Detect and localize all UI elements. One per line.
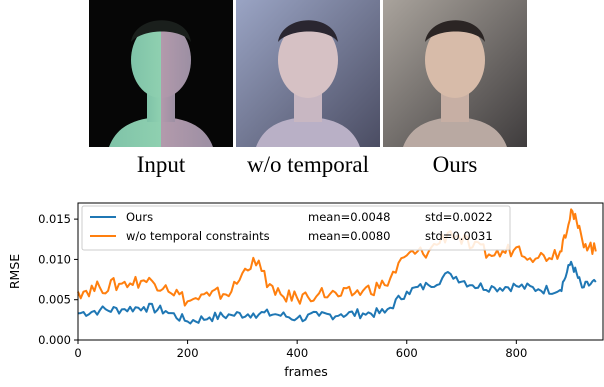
legend-std-without-temporal: std=0.0031 (425, 229, 493, 243)
x-tick-label: 600 (396, 346, 418, 360)
legend-label-ours: Ours (126, 210, 153, 224)
caption-input: Input (136, 152, 186, 177)
caption-without-temporal: w/o temporal (247, 152, 369, 177)
rmse-line-chart: 0 200 400 600 800 0.000 0.005 0.010 0.015 RMSE f… (7, 202, 604, 379)
y-tick-label: 0.000 (38, 333, 71, 347)
x-axis-label: frames (284, 364, 328, 379)
y-tick-label: 0.010 (38, 252, 71, 266)
legend: Ours mean=0.0048 std=0.0022 w/o temporal… (81, 205, 511, 251)
legend-label-without-temporal: w/o temporal constraints (126, 229, 270, 243)
legend-mean-ours: mean=0.0048 (308, 210, 391, 224)
series-line-without-temporal (77, 208, 597, 307)
plot-frame (77, 202, 604, 341)
caption-ours: Ours (432, 152, 478, 177)
legend-std-ours: std=0.0022 (425, 210, 493, 224)
x-tick-label: 200 (177, 346, 199, 360)
y-tick-label: 0.005 (38, 293, 71, 307)
without-temporal-photo (236, 0, 380, 147)
ours-photo (383, 0, 527, 147)
x-tick-label: 800 (505, 346, 527, 360)
legend-box (81, 205, 511, 251)
x-tick-label: 0 (74, 346, 81, 360)
y-tick-label: 0.015 (38, 212, 71, 226)
x-tick-label: 400 (286, 346, 308, 360)
input-photo (89, 0, 233, 147)
y-axis-label: RMSE (7, 254, 22, 289)
series-line-ours (77, 260, 597, 325)
legend-mean-without-temporal: mean=0.0080 (308, 229, 391, 243)
